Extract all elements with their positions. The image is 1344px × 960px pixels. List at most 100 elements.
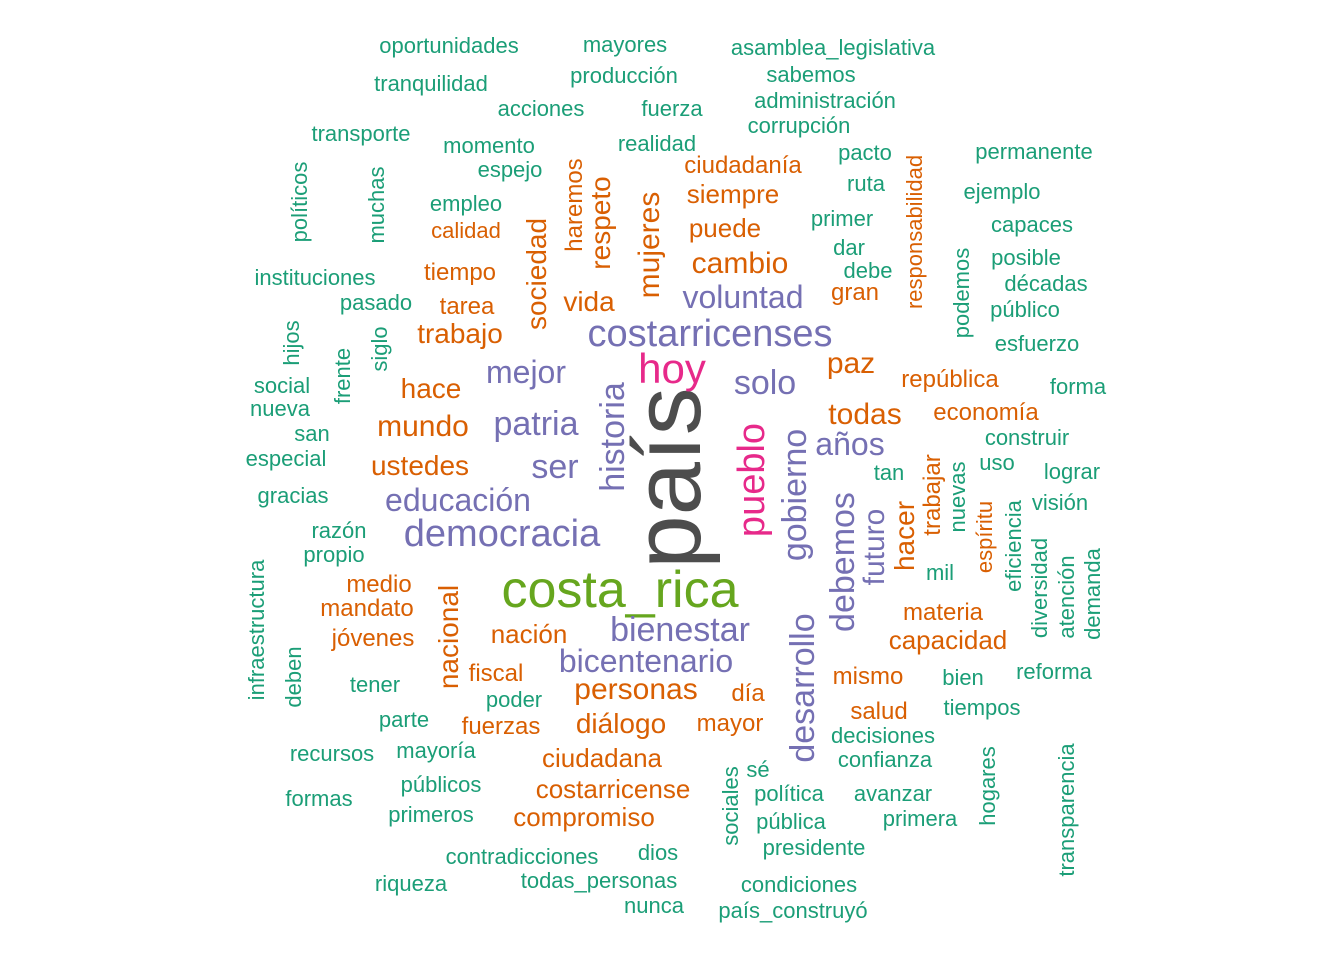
word-74: realidad [617,131,697,156]
word-14: solo [733,364,797,402]
word-139: pública [756,809,826,834]
word-75: corrupción [747,113,851,138]
word-6: democracia [403,513,601,555]
word-144: todas_personas [520,868,678,893]
word-28: cambio [691,247,789,280]
word-32: mundo [377,410,469,443]
word-103: especial [245,446,327,471]
word-50: calidad [431,218,501,243]
word-119: tener [349,672,401,697]
word-100: nueva [250,396,310,421]
word-2: pueblo [731,422,773,538]
word-56: fuerzas [461,713,541,740]
word-122: reforma [1016,659,1092,684]
word-34: hace [400,373,462,404]
word-42: puede [688,213,762,243]
word-54: jóvenes [331,625,415,652]
word-124: tiempos [943,695,1021,720]
word-83: empleo [429,191,503,216]
word-99: forma [1049,374,1107,399]
word-29: vida [563,286,615,317]
word-35: nación [490,619,568,649]
word-117: mil [925,560,955,585]
word-84: primer [810,206,874,231]
word-25: todas [828,398,902,431]
word-68: sabemos [766,62,856,87]
word-102: construir [984,425,1070,450]
word-10: patria [493,405,579,443]
word-9: bienestar [610,611,750,649]
word-111: razón [311,518,367,543]
word-114: atención [1054,555,1079,639]
word-24: diálogo [575,708,667,739]
word-136: avanzar [853,781,933,806]
word-126: mayoría [396,738,476,763]
word-104: uso [979,450,1015,475]
word-86: dar [833,235,865,260]
word-112: diversidad [1027,537,1052,639]
word-67: producción [570,63,678,88]
word-30: respeto [585,176,616,270]
word-132: sé [746,757,770,782]
word-5: costarricenses [587,313,833,355]
word-107: nuevas [945,461,970,533]
word-39: capacidad [888,625,1008,655]
word-135: política [754,781,824,806]
word-55: fiscal [468,660,524,687]
word-93: público [990,297,1060,322]
word-61: materia [902,599,984,626]
word-8: desarrollo [784,613,822,763]
word-115: demanda [1080,548,1105,640]
word-98: social [253,373,311,398]
word-69: acciones [497,96,585,121]
word-138: primera [882,806,958,831]
word-110: eficiencia [1001,500,1026,592]
word-91: décadas [1004,271,1088,296]
word-133: sociales [718,766,743,846]
word-49: tiempo [423,259,497,286]
word-63: oportunidades [379,33,519,58]
word-12: debemos [824,492,862,632]
word-21: sociedad [521,217,552,331]
word-95: siglo [367,326,392,372]
word-78: espejo [477,157,543,182]
word-15: ser [531,448,579,486]
word-82: muchas [364,166,389,244]
word-76: pacto [838,140,892,165]
word-90: debe [843,258,893,283]
word-23: personas [574,673,698,706]
word-116: infraestructura [244,559,269,701]
word-3: hoy [638,345,706,392]
word-47: responsabilidad [902,154,927,310]
word-87: posible [991,245,1061,270]
word-40: haremos [561,158,588,252]
word-22: nacional [433,584,464,690]
word-44: ciudadanía [684,152,802,179]
word-97: frente [330,347,355,405]
word-36: ciudadana [542,743,662,773]
word-71: administración [754,88,896,113]
word-51: tarea [439,293,495,320]
word-106: lograr [1043,459,1101,484]
word-46: economía [933,399,1039,426]
word-1: costa_rica [501,561,739,619]
word-43: gran [830,279,880,306]
word-81: políticos [287,161,312,243]
word-70: fuerza [641,96,703,121]
word-113: propio [303,542,365,567]
word-64: mayores [582,32,668,57]
word-53: mandato [320,595,414,622]
word-72: transporte [311,121,411,146]
word-41: trabajar [919,454,946,536]
word-58: mayor [696,710,764,737]
word-121: bien [942,665,984,690]
word-62: compromiso [513,802,655,832]
word-45: república [901,366,999,393]
word-131: públicos [400,772,482,797]
word-89: instituciones [254,265,376,290]
word-129: transparencia [1054,743,1079,877]
word-66: tranquilidad [374,71,488,96]
word-80: ejemplo [963,179,1041,204]
word-13: educación [385,482,531,518]
word-140: presidente [762,835,866,860]
